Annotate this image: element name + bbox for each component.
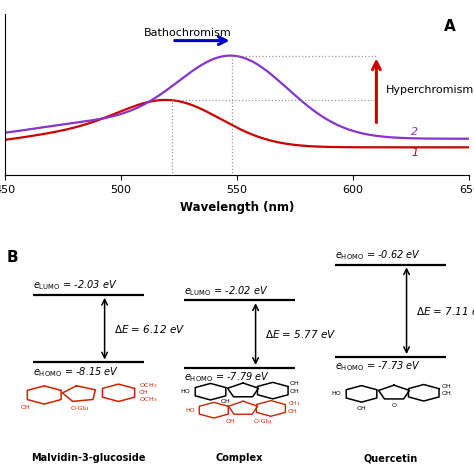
Text: $e_{\rm LUMO}$ = -2.02 eV: $e_{\rm LUMO}$ = -2.02 eV [183,284,268,298]
Text: $\Delta E$ = 5.77 eV: $\Delta E$ = 5.77 eV [265,328,336,340]
Text: A: A [444,19,456,34]
Text: OH: OH [356,406,366,411]
Text: $\Delta E$ = 6.12 eV: $\Delta E$ = 6.12 eV [114,323,185,335]
Text: OH: OH [441,392,451,396]
Text: OH: OH [290,381,299,385]
Text: 2: 2 [411,127,419,137]
Text: Hyperchromism: Hyperchromism [386,85,474,95]
Text: OH: OH [225,419,235,424]
Text: Quercetin: Quercetin [363,454,418,464]
Text: OCH$_3$: OCH$_3$ [138,395,157,404]
Text: OH: OH [138,390,148,395]
Text: HO: HO [185,408,195,413]
Text: OH: OH [290,389,299,394]
Text: $e_{\rm HOMO}$ = -7.79 eV: $e_{\rm HOMO}$ = -7.79 eV [183,370,270,384]
Text: Bathochromism: Bathochromism [144,28,232,38]
Text: HO: HO [181,389,191,394]
Text: CH$_3$: CH$_3$ [288,399,300,408]
Text: Complex: Complex [216,454,263,464]
Text: O-Glu: O-Glu [71,406,89,411]
Text: $e_{\rm HOMO}$ = -7.73 eV: $e_{\rm HOMO}$ = -7.73 eV [335,359,420,374]
Text: OH: OH [441,384,451,389]
Text: $e_{\rm HOMO}$ = -8.15 eV: $e_{\rm HOMO}$ = -8.15 eV [33,365,118,379]
Text: O: O [392,403,397,408]
Text: Malvidin-3-glucoside: Malvidin-3-glucoside [31,454,146,464]
X-axis label: Wavelength (nm): Wavelength (nm) [180,201,294,213]
Text: B: B [7,250,18,265]
Text: $e_{\rm LUMO}$ = -2.03 eV: $e_{\rm LUMO}$ = -2.03 eV [33,279,117,292]
Text: HO: HO [332,392,341,396]
Text: $\Delta E$ = 7.11 eV: $\Delta E$ = 7.11 eV [416,305,474,317]
Text: 1: 1 [411,148,419,158]
Text: OH: OH [220,399,230,404]
Text: OH: OH [288,409,297,414]
Text: OCH$_3$: OCH$_3$ [138,381,157,390]
Text: OH: OH [21,405,30,410]
Text: O-Glu: O-Glu [254,419,272,424]
Text: $e_{\rm HOMO}$ = -0.62 eV: $e_{\rm HOMO}$ = -0.62 eV [335,248,420,262]
